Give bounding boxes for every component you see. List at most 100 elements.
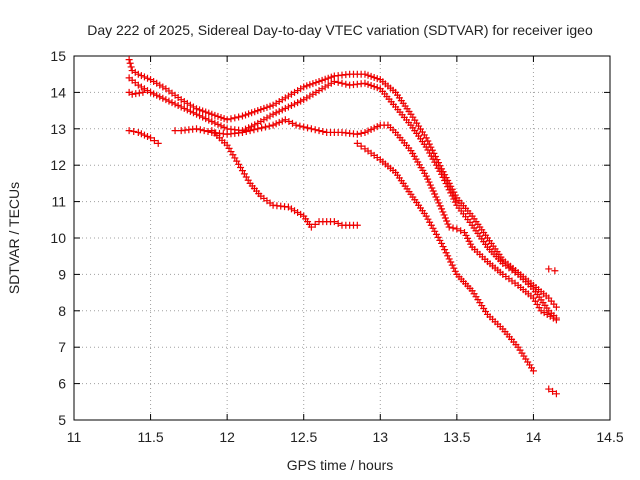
data-point [165,97,173,105]
y-tick-label: 11 [51,194,66,210]
y-tick-label: 8 [58,303,66,319]
data-point [202,115,210,123]
data-point [260,104,268,112]
data-point [444,220,452,228]
data-point [171,127,179,135]
x-tick-label: 12.5 [290,429,317,445]
data-point [189,109,197,117]
data-point [450,264,458,272]
data-point [220,115,228,123]
data-point [248,109,256,117]
data-point [434,233,442,241]
data-point [451,198,459,206]
series-sat-h [545,265,559,275]
data-point [439,208,447,216]
data-point [291,207,299,215]
data-point [131,68,139,76]
data-point [529,367,537,375]
data-point [125,88,133,96]
data-point [261,123,269,131]
data-point [442,180,450,188]
data-point [429,224,437,232]
data-point [428,184,436,192]
data-point [246,127,254,135]
data-point [361,79,369,87]
data-point [159,83,167,91]
data-point [269,101,277,109]
data-point [278,106,286,114]
data-point [449,224,457,232]
data-point [125,127,133,135]
data-point [144,133,152,141]
data-point [444,252,452,260]
data-point [422,134,430,142]
data-point [257,118,265,126]
data-point [353,130,361,138]
data-point [424,215,432,223]
data-point [272,120,280,128]
data-point [315,77,323,85]
data-point [238,112,246,120]
data-point [211,119,219,127]
data-point [183,106,191,114]
data-point [315,87,323,95]
data-point [434,164,442,172]
data-point [137,83,145,91]
data-point [330,218,338,226]
data-point [258,124,266,132]
data-point [424,146,432,154]
data-point [451,267,459,275]
data-point [208,118,216,126]
series-sat-b [125,74,560,322]
data-point [321,75,329,83]
data-point [159,94,167,102]
data-point [144,74,152,82]
data-point [297,97,305,105]
data-point [231,114,239,122]
chart-title: Day 222 of 2025, Sidereal Day-to-day VTE… [87,22,593,38]
data-point [444,183,452,191]
data-point [130,128,138,136]
data-point [180,104,188,112]
data-point [284,92,292,100]
data-point [321,83,329,91]
data-point [433,196,441,204]
data-point [442,249,450,257]
data-point [422,172,430,180]
data-point [318,76,326,84]
data-point [294,87,302,95]
data-point [168,99,176,107]
data-point [440,211,448,219]
axis-ticks: 11 11.5 12 12.5 13 13.5 14 14.5 5 6 7 8 9 10 11 12 13 14 1… [50,48,623,445]
data-point [327,79,335,87]
data-point [448,261,456,269]
data-point [432,193,440,201]
data-point [278,96,286,104]
data-point [127,63,135,71]
data-point [150,77,158,85]
data-point [272,99,280,107]
data-point [427,221,435,229]
data-point [281,104,289,112]
data-point [432,161,440,169]
x-tick-label: 14.5 [596,429,623,445]
data-point [287,90,295,98]
data-point [139,88,147,96]
y-tick-label: 6 [58,376,66,392]
data-point [287,102,295,110]
data-point [199,107,207,115]
data-point [324,74,332,82]
data-point [147,76,155,84]
data-point [439,173,447,181]
data-point [334,78,342,86]
x-tick-label: 12 [219,429,235,445]
data-point [429,155,437,163]
data-point [300,96,308,104]
data-point [373,84,381,92]
data-point [291,88,299,96]
data-point [211,111,219,119]
y-tick-label: 7 [58,339,66,355]
data-point [251,121,259,129]
data-point [278,117,286,125]
data-point [445,255,453,263]
